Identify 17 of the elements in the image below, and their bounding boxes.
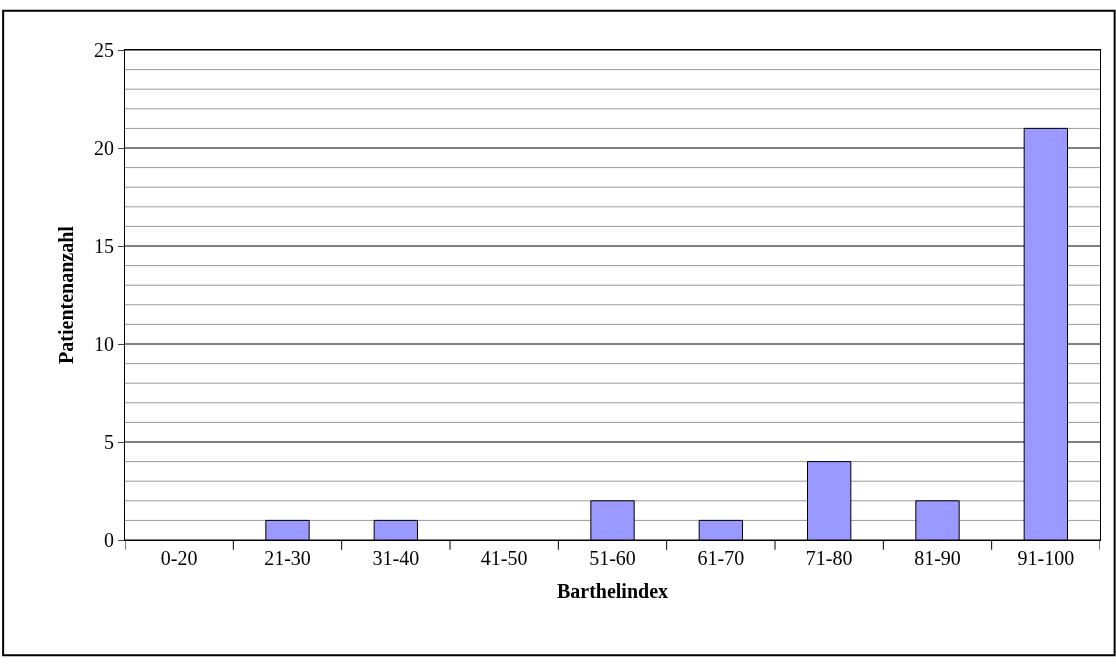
y-tick-label: 20: [94, 137, 114, 159]
x-tick-label: 71-80: [805, 547, 853, 569]
x-axis-title: Barthelindex: [556, 579, 669, 602]
x-tick-label: 51-60: [589, 547, 636, 569]
x-tick-label: 61-70: [697, 547, 745, 569]
y-tick-label: 25: [94, 39, 114, 61]
x-tick-label: 0-20: [160, 547, 198, 569]
y-tick-label: 0: [104, 529, 114, 551]
y-tick-label: 5: [104, 431, 114, 453]
x-tick-label: 81-90: [914, 547, 961, 569]
x-tick-label: 21-30: [264, 547, 311, 569]
x-tick-label: 31-40: [372, 547, 420, 569]
y-tick-label: 10: [94, 333, 114, 355]
x-tick-label: 41-50: [480, 547, 528, 569]
x-tick-label: 91-100: [1017, 547, 1075, 569]
y-axis-title: Patientenanzahl: [54, 225, 77, 364]
y-tick-label: 15: [94, 235, 114, 257]
